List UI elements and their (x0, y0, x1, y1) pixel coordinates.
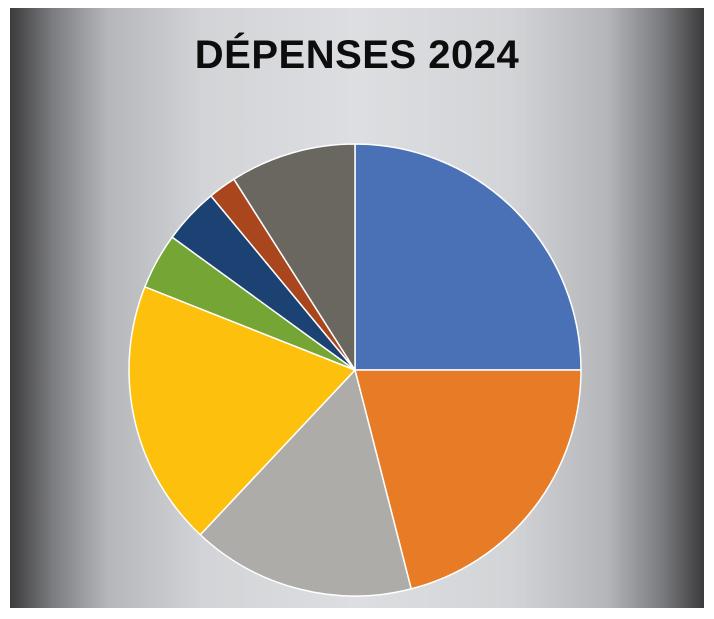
pie-slice-1 (354, 143, 582, 371)
pie-slice-3 (199, 369, 412, 597)
pie-slice-2 (354, 369, 582, 590)
pie-slice-4 (128, 286, 356, 536)
pie-slice-8 (233, 143, 356, 371)
chart-title: DÉPENSES 2024 (194, 33, 520, 77)
